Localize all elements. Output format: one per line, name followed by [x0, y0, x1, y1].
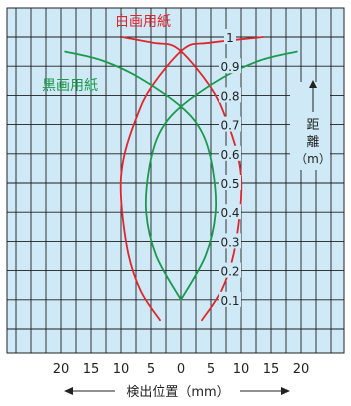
y-tick-label: 0.8 — [220, 89, 239, 103]
y-tick-label: 0.7 — [220, 119, 239, 133]
y-tick-label: 0.6 — [220, 148, 239, 162]
y-axis-label-char-2: 離 — [306, 135, 319, 150]
x-tick-label: 15 — [83, 362, 100, 377]
y-tick-labels: 0.1 0.2 0.3 0.4 0.5 0.6 0.7 0.8 0.9 1 — [219, 29, 241, 308]
x-tick-label: 10 — [233, 362, 250, 377]
y-axis-arrow-head — [309, 80, 317, 88]
x-axis-left-arrow-head — [64, 387, 73, 395]
grid — [7, 8, 344, 353]
x-tick-label: 20 — [293, 362, 310, 377]
x-tick-label: 5 — [147, 362, 155, 377]
y-tick-label-bg — [219, 233, 241, 249]
y-tick-label: 1 — [226, 31, 234, 45]
y-tick-label-bg — [219, 116, 241, 132]
y-tick-label: 0.3 — [220, 235, 239, 249]
plot-background — [6, 7, 345, 354]
y-tick-label-bg — [219, 175, 241, 190]
x-tick-label: 10 — [113, 362, 130, 377]
y-tick-label-bg — [219, 58, 241, 74]
y-tick-label: 0.9 — [220, 60, 239, 74]
y-tick-label: 0.2 — [220, 265, 239, 279]
x-axis-title: 検出位置（mm） — [126, 385, 229, 400]
x-tick-labels: 20 15 10 5 0 5 10 15 20 — [53, 362, 310, 377]
curves — [64, 36, 298, 322]
y-tick-label: 0.1 — [220, 294, 239, 308]
y-tick-label-bg — [219, 145, 241, 161]
series-0-curve-0 — [119, 36, 265, 322]
y-axis-label-char-1: 距 — [306, 118, 319, 133]
y-tick-label: 0.4 — [220, 206, 239, 220]
x-tick-label: 5 — [207, 362, 215, 377]
series-label-white-paper: 白画用紙 — [115, 14, 171, 30]
series-1-curve-1 — [64, 50, 218, 301]
x-tick-label: 0 — [177, 362, 185, 377]
y-tick-label: 0.5 — [220, 177, 239, 191]
y-tick-label-bg — [219, 87, 241, 103]
y-tick-label-bg — [219, 204, 241, 220]
y-tick-label-bg — [219, 291, 241, 307]
y-tick-label-bg — [219, 262, 241, 278]
x-axis-label: 検出位置（mm） — [64, 385, 290, 400]
series-1-curve-0 — [144, 50, 298, 301]
series-label-black-paper: 黒画用紙 — [42, 78, 98, 94]
y-tick-label-bg — [224, 29, 236, 44]
y-axis-label: 距 離 （m） — [290, 80, 331, 170]
x-tick-label: 15 — [263, 362, 280, 377]
x-axis-right-arrow-head — [281, 387, 290, 395]
x-tick-label: 20 — [53, 362, 70, 377]
y-axis-label-unit: （m） — [295, 152, 331, 166]
